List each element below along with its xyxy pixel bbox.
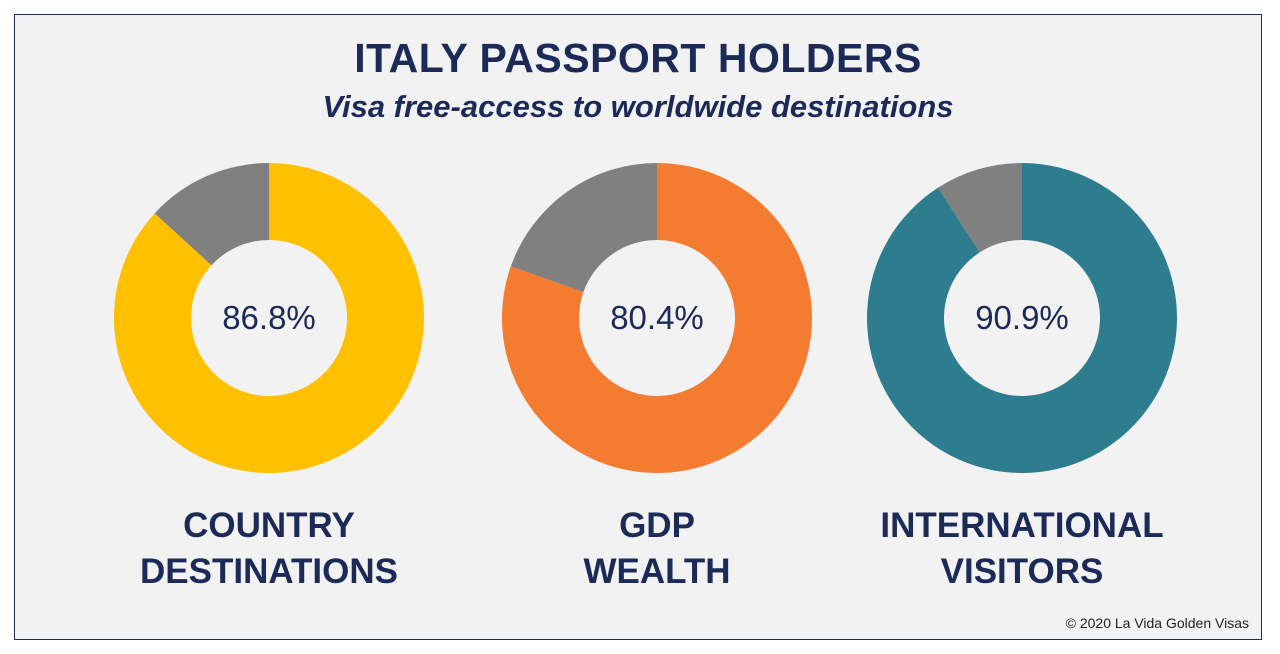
donut-svg [867, 163, 1177, 473]
page-title: ITALY PASSPORT HOLDERS [354, 35, 922, 81]
caption-line: GDP [619, 506, 695, 545]
donut-chart-international-visitors: 90.9% [862, 158, 1182, 478]
caption-line: VISITORS [940, 552, 1104, 591]
donut-segment-primary [113, 163, 425, 473]
caption-line: INTERNATIONAL [880, 506, 1164, 545]
infographic-frame: ITALY PASSPORT HOLDERS Visa free-access … [14, 14, 1262, 640]
donut-svg [502, 163, 813, 474]
donut-segment-primary [502, 163, 813, 474]
donut-segment-remainder [938, 163, 1022, 253]
copyright-notice: © 2020 La Vida Golden Visas [1065, 615, 1249, 631]
donut-chart-country-destinations: 86.8% [109, 158, 429, 478]
caption-international-visitors: INTERNATIONAL VISITORS [842, 503, 1202, 595]
page-subtitle: Visa free-access to worldwide destinatio… [322, 89, 954, 124]
donut-center-label: 86.8% [222, 299, 316, 336]
caption-line: DESTINATIONS [140, 552, 398, 591]
caption-gdp-wealth: GDP WEALTH [477, 503, 837, 595]
donut-segment-remainder [510, 163, 657, 293]
donut-center-label: 80.4% [610, 299, 704, 336]
caption-country-destinations: COUNTRY DESTINATIONS [89, 503, 449, 595]
donut-chart-gdp-wealth: 80.4% [497, 158, 817, 478]
caption-line: COUNTRY [183, 506, 355, 545]
donut-segment-primary [867, 163, 1177, 473]
donut-segment-remainder [154, 163, 269, 266]
donut-svg [113, 163, 425, 473]
caption-line: WEALTH [583, 552, 731, 591]
donut-center-label: 90.9% [975, 299, 1069, 336]
